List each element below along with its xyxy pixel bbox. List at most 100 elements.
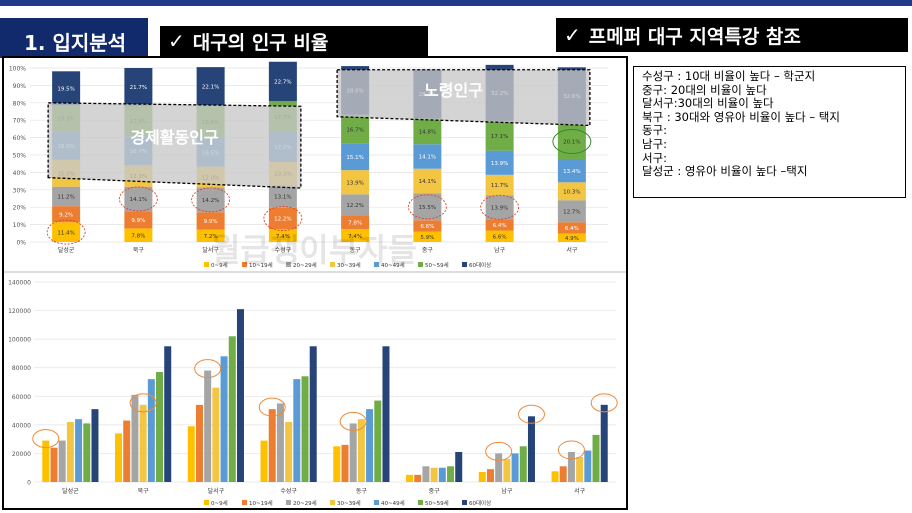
legend-label: 10~19세 [249, 261, 273, 269]
highlight-circle [258, 397, 286, 417]
bar [293, 379, 301, 482]
bar-segment [413, 193, 442, 221]
bar-segment [557, 200, 586, 223]
bar-segment [557, 233, 586, 242]
highlight-circle [590, 393, 618, 413]
x-tick-label: 달성군 [58, 246, 75, 254]
data-label: 6.6% [493, 234, 507, 240]
y-tick-label: 120000 [8, 308, 31, 315]
x-tick-label: 동구 [356, 488, 368, 495]
note-line: 북구 : 30대와 영유아 비율이 높다 – 택지 [642, 109, 840, 124]
bar [83, 423, 91, 482]
data-label: 20.1% [563, 140, 580, 146]
legend-swatch [242, 500, 247, 505]
bar [511, 453, 519, 482]
x-tick-label: 수성구 [280, 487, 297, 495]
data-label: 17.1% [491, 134, 508, 140]
bar [50, 447, 58, 482]
data-label: 13.9% [491, 205, 508, 211]
highlight-circle [46, 219, 86, 245]
bar [478, 472, 486, 482]
bar-segment [413, 220, 442, 232]
bar-segment [557, 159, 586, 183]
bar-segment [485, 120, 514, 151]
x-tick-label: 서구 [574, 487, 586, 495]
bar [139, 404, 147, 482]
bar [430, 467, 438, 482]
bar [559, 466, 567, 482]
bar [220, 356, 228, 482]
bar-segment [52, 222, 81, 242]
data-label: 14.2% [202, 198, 219, 204]
bar [260, 440, 268, 482]
note-line: 달서구:30대의 비율이 높다 [642, 96, 774, 111]
data-label: 7.2% [204, 234, 218, 240]
bar [447, 466, 455, 482]
x-tick-label: 동구 [350, 247, 362, 254]
bar-segment [485, 219, 514, 231]
x-tick-label: 달서구 [202, 246, 219, 254]
bar-segment [124, 228, 153, 242]
bar [486, 469, 494, 482]
data-label: 9.2% [59, 212, 73, 218]
note-line: 서구: [642, 150, 668, 165]
legend-swatch [242, 262, 247, 267]
bar [212, 387, 220, 482]
subtitle-bar-right: ✓ 프메퍼 대구 지역특강 참조 [556, 18, 908, 52]
bar-segment [485, 174, 514, 196]
x-tick-label: 달성군 [62, 487, 79, 495]
data-label: 14.1% [419, 155, 436, 161]
legend-label: 20~29세 [293, 499, 317, 507]
x-tick-label: 중구 [422, 247, 434, 254]
watermark: 월급쟁이부자들 [211, 231, 417, 269]
bar-segment [413, 144, 442, 169]
data-label: 22.7% [274, 80, 291, 86]
bar [584, 450, 592, 482]
legend-label: 30~39세 [337, 261, 361, 269]
highlight-circle-green [552, 129, 592, 155]
charts-frame: 0% 10% 20% 30% 40% 50% 60% 70% 80% 90% 100% 11.4% 9.… [2, 56, 628, 510]
y-tick-label: 60000 [12, 394, 31, 401]
x-tick-label: 북구 [138, 488, 150, 495]
y-tick-label: 80000 [12, 365, 31, 372]
x-tick-label: 남구 [501, 487, 513, 495]
bar [414, 474, 422, 482]
bar [156, 372, 164, 482]
y-tick-label: 100000 [8, 337, 31, 344]
bar [187, 426, 195, 482]
bar-segment [557, 222, 586, 234]
data-label: 11.7% [491, 183, 508, 189]
legend-swatch [330, 500, 335, 505]
bar [164, 346, 172, 482]
legend-swatch [204, 262, 209, 267]
y-tick-label: 80% [13, 100, 27, 107]
bar [228, 336, 236, 482]
data-label: 12.2% [274, 217, 291, 223]
data-label: 13.1% [274, 195, 291, 201]
data-label: 7.4% [348, 234, 362, 240]
legend-swatch [462, 262, 467, 267]
y-tick-label: 0 [27, 480, 31, 487]
legend-swatch [330, 262, 335, 267]
bar [503, 459, 511, 482]
bar [600, 404, 608, 482]
bar [455, 452, 463, 482]
bar [195, 404, 203, 482]
data-label: 12.2% [346, 203, 363, 209]
legend-swatch [286, 262, 291, 267]
data-label: 7.8% [131, 233, 145, 239]
highlight-circle [263, 206, 303, 231]
bar-segment [196, 67, 225, 106]
data-label: 9.9% [131, 218, 145, 224]
bar [349, 423, 357, 482]
highlight-circle [517, 404, 545, 424]
bar [406, 474, 414, 482]
bar-segment [124, 68, 153, 106]
highlight-circle [191, 187, 231, 213]
bar-segment [52, 206, 81, 223]
data-label: 5.9% [420, 235, 434, 241]
bar [374, 400, 382, 482]
bar-segment [268, 207, 297, 230]
bar [519, 446, 527, 482]
bar [422, 466, 430, 482]
